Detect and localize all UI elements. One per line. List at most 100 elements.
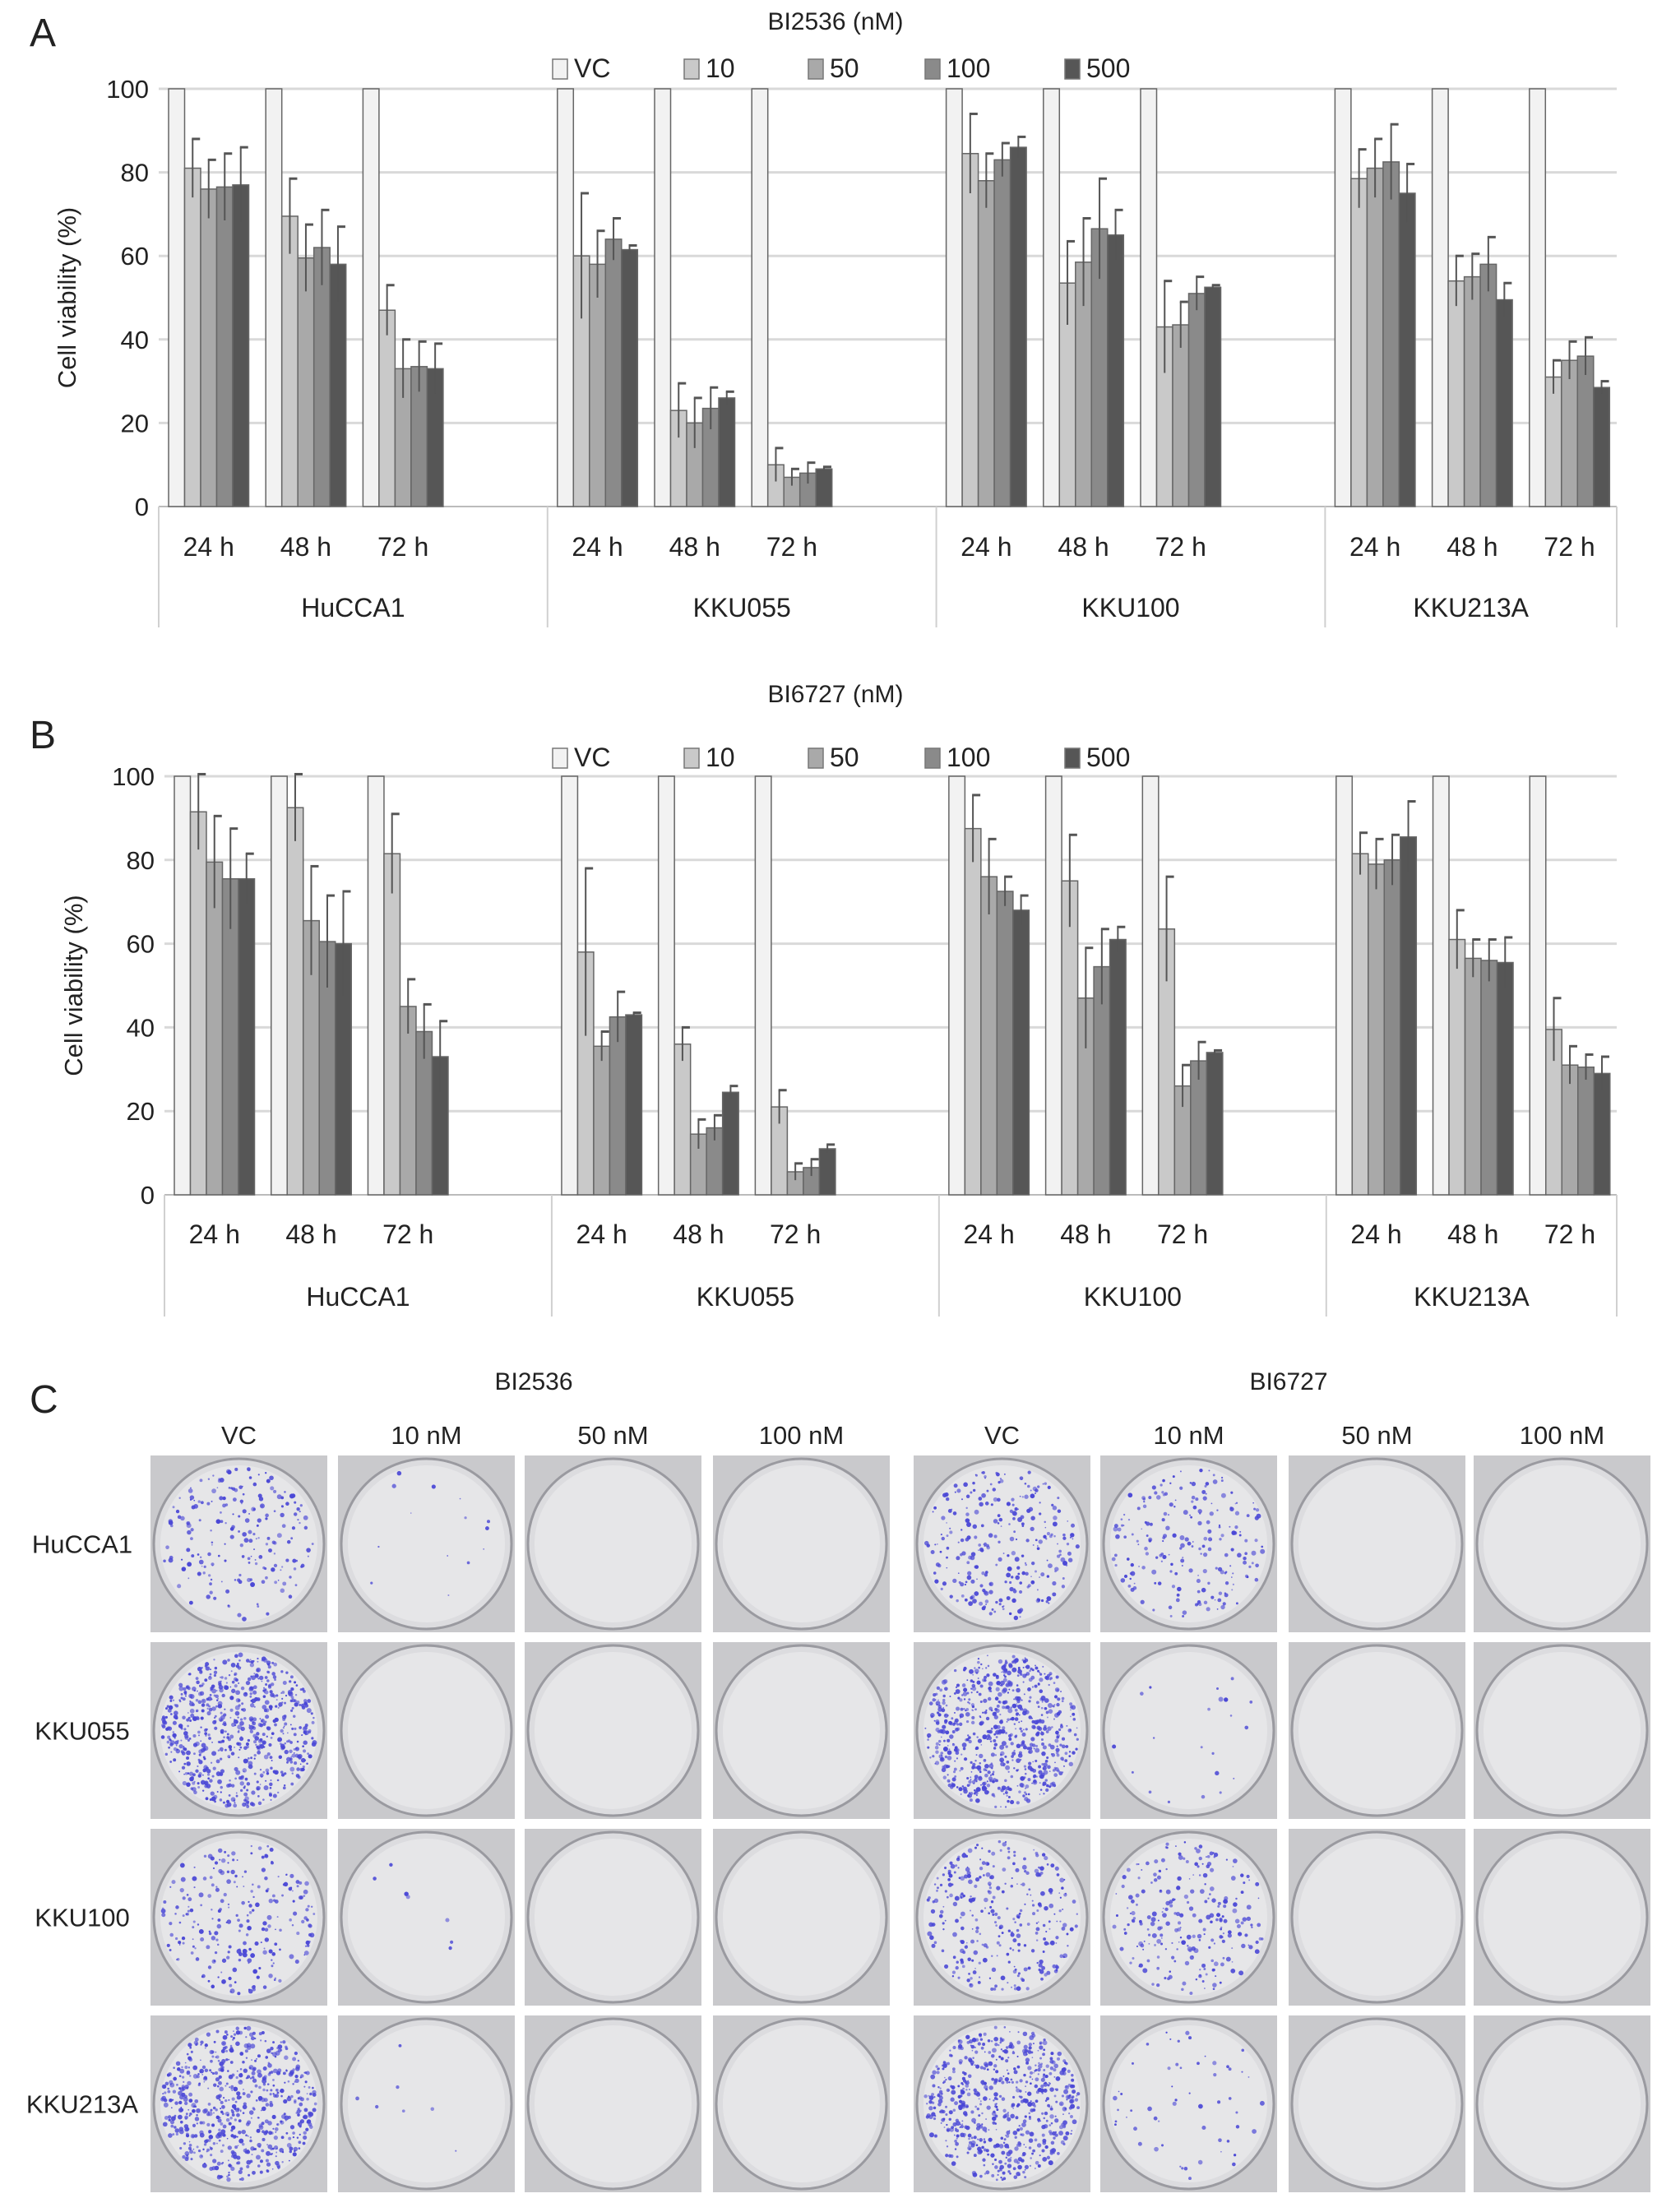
colony xyxy=(160,1909,166,1914)
colony xyxy=(1059,1954,1064,1959)
colony xyxy=(206,1945,211,1950)
bar xyxy=(1431,88,1449,507)
colony xyxy=(941,1516,946,1520)
colony xyxy=(202,1756,206,1759)
colony xyxy=(983,1781,987,1785)
colony xyxy=(1016,1883,1018,1885)
colony xyxy=(1202,1552,1208,1557)
colony xyxy=(218,1554,220,1557)
colony xyxy=(1005,1789,1007,1792)
colony xyxy=(984,1710,988,1715)
colony xyxy=(1164,1907,1169,1912)
colony xyxy=(257,2142,262,2148)
time-label: 24 h xyxy=(572,532,623,562)
legend-swatch xyxy=(683,58,700,80)
colony xyxy=(1039,1719,1042,1722)
colony xyxy=(1030,1894,1032,1896)
colony xyxy=(250,1852,253,1855)
colony xyxy=(1025,2061,1030,2065)
colony xyxy=(231,2154,234,2158)
well-image xyxy=(338,1642,515,1819)
colony xyxy=(940,1534,942,1536)
colony xyxy=(291,1753,296,1758)
colony xyxy=(999,1757,1005,1763)
colony xyxy=(179,1700,182,1703)
colony xyxy=(1183,1841,1187,1844)
colony xyxy=(192,1742,198,1747)
colony xyxy=(229,1696,234,1701)
colony xyxy=(1035,2077,1039,2082)
colony xyxy=(246,2164,250,2168)
colony xyxy=(217,2118,222,2123)
colony xyxy=(1204,2055,1206,2057)
colony xyxy=(1005,1745,1008,1748)
colony xyxy=(974,1591,979,1596)
colony xyxy=(949,1734,954,1739)
colony xyxy=(234,1467,238,1472)
colony xyxy=(183,1747,186,1751)
colony xyxy=(1035,1760,1038,1763)
colony xyxy=(941,1728,947,1734)
colony xyxy=(1018,1790,1021,1793)
colony xyxy=(1142,1504,1147,1509)
colony xyxy=(186,1686,189,1689)
colony xyxy=(265,1517,268,1520)
colony xyxy=(1061,1700,1064,1703)
colony xyxy=(1024,1482,1027,1485)
colony xyxy=(254,1673,259,1678)
colony xyxy=(1162,1479,1165,1483)
colony xyxy=(248,1900,250,1903)
colony xyxy=(1026,1508,1031,1513)
colony xyxy=(1013,1853,1016,1858)
colony xyxy=(992,1488,996,1492)
colony xyxy=(1016,1915,1020,1918)
colony xyxy=(933,1883,937,1886)
colony xyxy=(1259,2100,1265,2106)
colony xyxy=(206,1666,211,1671)
colony xyxy=(950,2054,953,2057)
colony xyxy=(264,1937,270,1942)
well-surface xyxy=(160,2025,317,2182)
colony xyxy=(968,1739,972,1744)
colony xyxy=(212,1867,215,1870)
colony xyxy=(970,1939,975,1944)
colony xyxy=(960,1707,964,1711)
colony xyxy=(161,1907,164,1910)
colony xyxy=(250,1686,255,1691)
colony xyxy=(1014,2146,1019,2151)
colony xyxy=(999,1753,1002,1756)
colony xyxy=(249,1802,254,1807)
colony xyxy=(987,2039,991,2043)
time-label: 48 h xyxy=(1447,532,1497,562)
colony xyxy=(984,1544,986,1548)
colony xyxy=(280,1512,285,1518)
colony xyxy=(1055,1675,1059,1679)
well-image xyxy=(1474,1642,1650,1819)
colony xyxy=(960,1960,964,1964)
colony xyxy=(1241,2048,1245,2052)
colony xyxy=(271,1672,275,1676)
colony xyxy=(285,2119,287,2122)
colony xyxy=(229,1527,234,1531)
colony xyxy=(1188,1568,1193,1573)
legend-swatch xyxy=(924,58,941,80)
colony xyxy=(294,1694,298,1696)
colony xyxy=(1062,1577,1065,1580)
colony xyxy=(1207,1547,1212,1552)
colony xyxy=(1011,2080,1014,2084)
colony xyxy=(197,1666,202,1672)
colony xyxy=(1019,1581,1023,1585)
colony xyxy=(998,1924,1004,1929)
colony xyxy=(179,2120,183,2124)
colony xyxy=(1043,2048,1046,2052)
colony xyxy=(940,1752,944,1755)
colony xyxy=(1154,1581,1157,1585)
colony xyxy=(1037,2067,1041,2072)
colony xyxy=(1014,1921,1016,1923)
colony xyxy=(1026,1893,1029,1895)
colony xyxy=(1246,1514,1250,1518)
well-image xyxy=(914,2015,1090,2192)
colony xyxy=(947,1738,951,1742)
colony xyxy=(1017,1572,1021,1576)
colony xyxy=(168,2115,172,2119)
